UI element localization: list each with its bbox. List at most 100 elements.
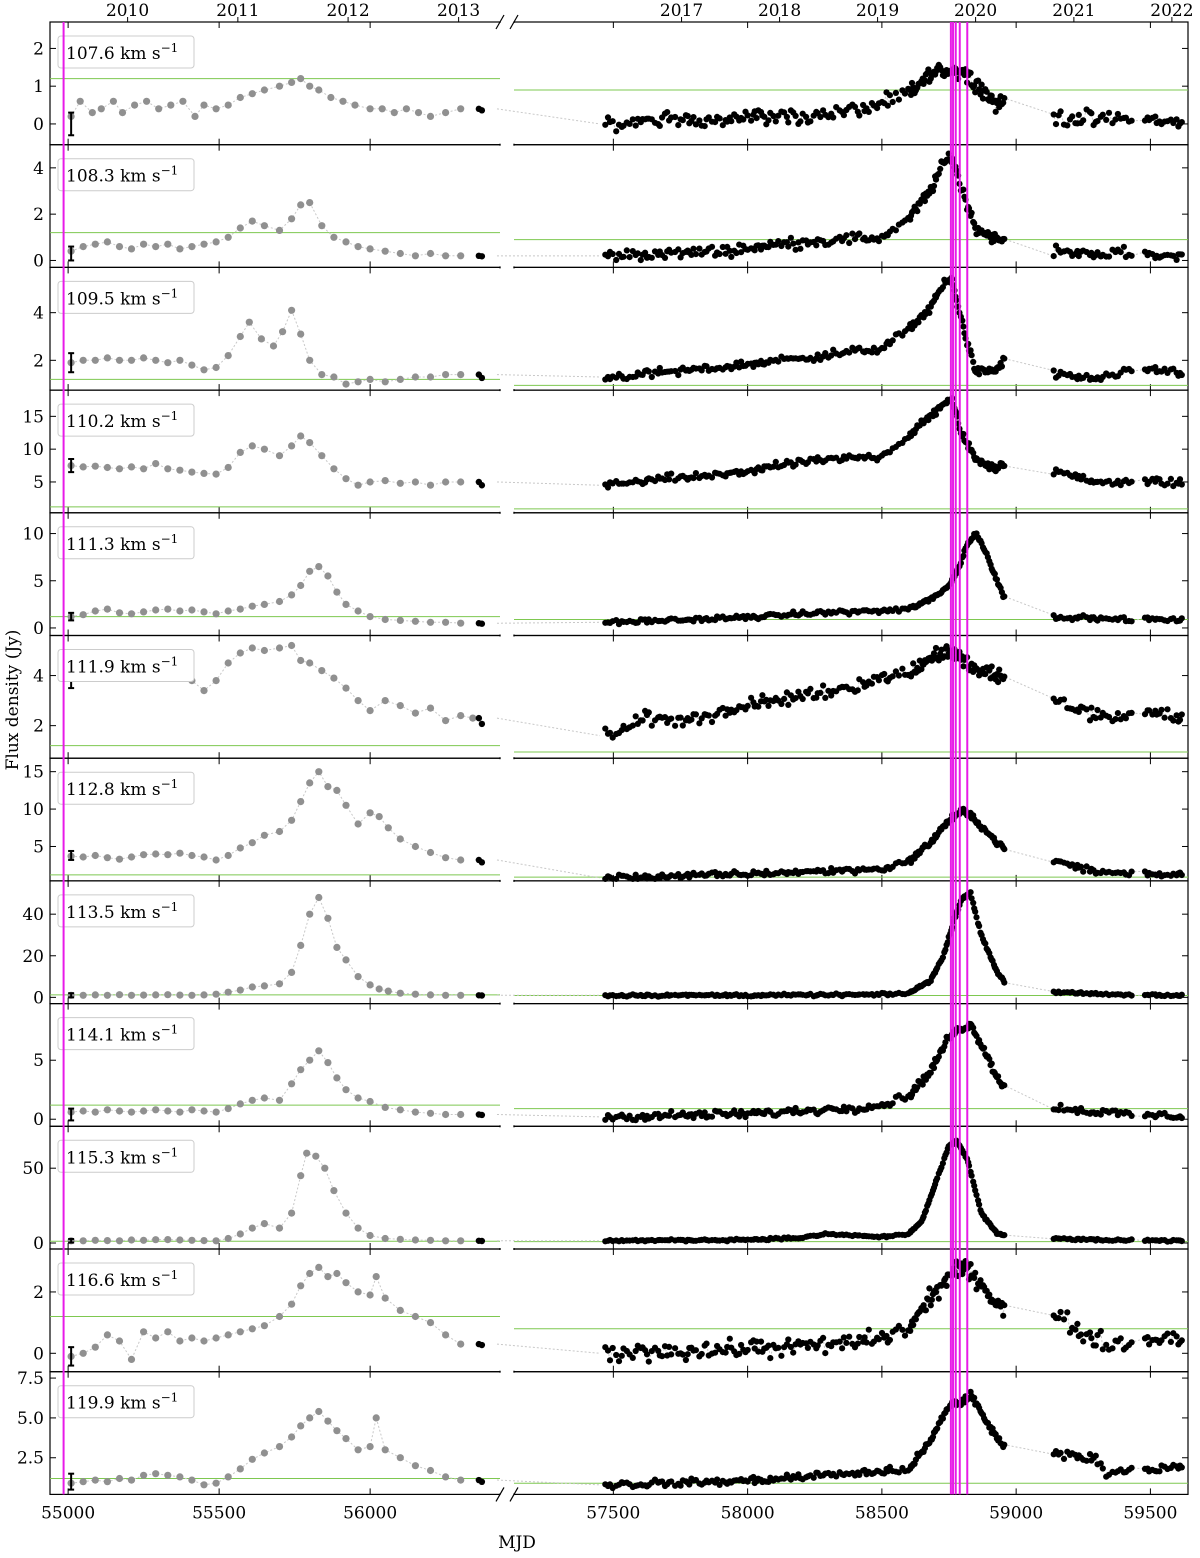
late-point (1128, 252, 1135, 259)
early-point (411, 252, 419, 260)
late-point (698, 1350, 705, 1358)
late-point (988, 663, 995, 670)
late-point (932, 1289, 940, 1296)
late-point (868, 349, 876, 356)
early-point (188, 1476, 196, 1484)
late-point (1092, 1342, 1099, 1349)
early-point (442, 1237, 450, 1245)
early-point (127, 356, 136, 364)
late-point (889, 1100, 896, 1107)
y-tick-label: 2 (33, 351, 44, 371)
late-point (740, 116, 747, 123)
early-point (306, 567, 314, 575)
early-point (411, 1462, 419, 1470)
late-point (856, 230, 863, 237)
late-point (986, 1291, 993, 1298)
late-point (606, 1357, 614, 1364)
late-point (875, 677, 883, 684)
late-point (875, 238, 883, 245)
early-point (457, 1237, 465, 1245)
early-point (79, 1349, 87, 1357)
late-point (1099, 111, 1106, 118)
late-point (995, 679, 1002, 686)
unit-exponent: −1 (161, 1391, 179, 1405)
early-point (245, 318, 253, 326)
early-point (248, 983, 256, 991)
late-point (1176, 716, 1184, 724)
early-point (212, 990, 220, 998)
late-point (1083, 1457, 1090, 1464)
late-point (696, 117, 703, 124)
early-point (297, 1066, 305, 1074)
early-point (396, 702, 404, 710)
y-tick-label: 5 (33, 572, 44, 592)
late-point (750, 1473, 757, 1481)
late-point (602, 121, 609, 128)
transition-point (478, 992, 486, 999)
velocity-label: 116.6 km s−1 (66, 1268, 178, 1291)
early-point (127, 1236, 136, 1244)
late-point (785, 243, 792, 250)
late-point (1164, 706, 1171, 713)
early-point (442, 109, 450, 117)
early-point (236, 224, 244, 232)
early-point (354, 973, 362, 981)
early-point (88, 109, 96, 117)
early-point (333, 786, 341, 795)
late-point (677, 714, 684, 721)
early-point (127, 853, 136, 861)
early-point (442, 618, 450, 626)
late-point (851, 103, 859, 110)
late-point (648, 254, 655, 261)
late-point (1001, 235, 1008, 243)
late-point (817, 689, 824, 697)
early-point (396, 616, 404, 625)
gap-connector (496, 481, 600, 486)
early-point (315, 86, 323, 94)
early-point (79, 991, 87, 999)
late-point (968, 352, 975, 359)
early-point (330, 465, 338, 473)
late-point (728, 253, 735, 260)
late-point (1069, 113, 1076, 120)
early-point (342, 956, 350, 964)
early-point (297, 201, 305, 209)
late-point (932, 411, 940, 418)
late-point (1001, 355, 1008, 362)
early-point (76, 97, 84, 105)
late-point (675, 246, 682, 253)
late-point (705, 712, 712, 719)
late-point (1001, 1302, 1008, 1309)
late-point (645, 368, 652, 375)
late-point (714, 1476, 721, 1483)
late-point (982, 671, 989, 678)
y-tick-label: 0 (33, 115, 44, 135)
late-point (1094, 249, 1101, 256)
early-point (288, 1209, 296, 1217)
late-point (753, 115, 760, 122)
late-point (822, 694, 829, 702)
early-point (354, 607, 362, 615)
early-point (212, 470, 220, 478)
early-point (297, 581, 305, 590)
late-point (1080, 117, 1087, 124)
late-point (810, 1474, 817, 1481)
transition-point (478, 859, 486, 866)
late-point (807, 118, 814, 125)
early-point (312, 1152, 320, 1160)
late-point (1088, 1335, 1095, 1342)
late-point (738, 249, 745, 256)
gap-connector (496, 1343, 600, 1354)
early-point (236, 605, 244, 613)
late-point (719, 122, 726, 129)
late-point (1114, 110, 1121, 118)
late-point (748, 117, 755, 124)
late-point (813, 242, 820, 249)
late-point (971, 1182, 978, 1189)
late-point (934, 1425, 941, 1432)
late-point (1156, 1468, 1163, 1475)
early-point (457, 619, 465, 627)
early-point (152, 243, 160, 251)
late-point (1099, 1465, 1106, 1472)
early-point (330, 674, 338, 682)
